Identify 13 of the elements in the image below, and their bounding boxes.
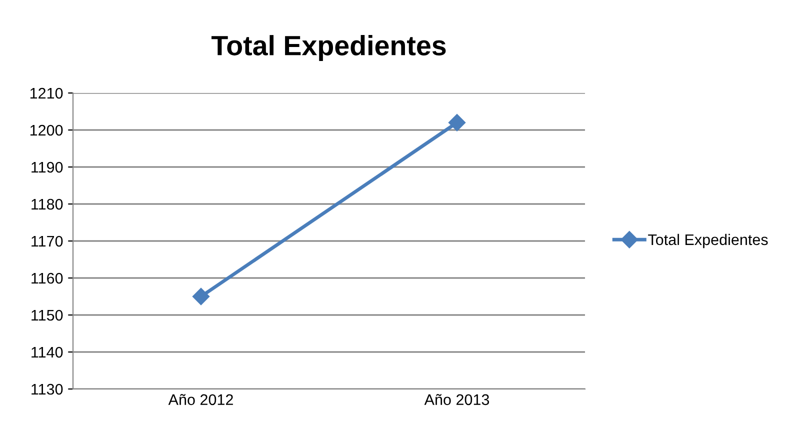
- x-tick-label: Año 2013: [424, 394, 490, 406]
- y-tick-label: 1160: [32, 272, 63, 284]
- chart-title: Total Expedientes: [211, 35, 446, 61]
- y-tick-label: 1200: [30, 124, 63, 136]
- x-tick-label: Año 2012: [168, 394, 233, 406]
- y-tick-label: 1210: [30, 88, 63, 99]
- y-tick-label: 1130: [32, 384, 63, 395]
- y-tick-label: 1190: [32, 162, 63, 173]
- y-tick-label: 1150: [32, 310, 63, 321]
- y-tick-label: 1140: [32, 346, 63, 358]
- y-tick-label: 1170: [32, 236, 63, 247]
- legend-label: Total Expedientes: [648, 234, 768, 248]
- y-tick-label: 1180: [32, 198, 63, 210]
